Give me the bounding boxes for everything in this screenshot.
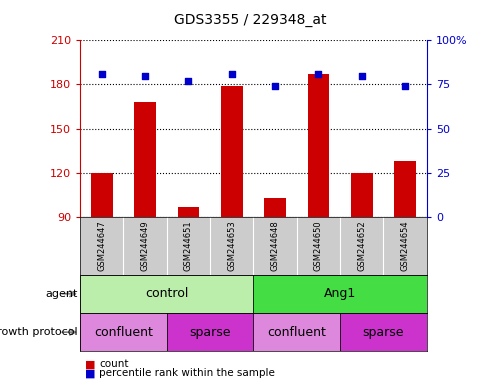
Text: GSM244650: GSM244650 xyxy=(313,220,322,271)
Point xyxy=(400,83,408,89)
Text: sparse: sparse xyxy=(189,326,230,339)
Bar xyxy=(307,74,329,217)
Bar xyxy=(91,173,112,217)
Text: agent: agent xyxy=(45,289,77,299)
Text: GSM244649: GSM244649 xyxy=(140,220,149,271)
Point xyxy=(141,73,149,79)
Text: count: count xyxy=(99,359,129,369)
Text: ■: ■ xyxy=(85,359,95,369)
Point xyxy=(357,73,365,79)
Text: control: control xyxy=(145,287,188,300)
Point xyxy=(98,71,106,77)
Text: GDS3355 / 229348_at: GDS3355 / 229348_at xyxy=(173,13,325,27)
Bar xyxy=(166,313,253,351)
Text: GSM244647: GSM244647 xyxy=(97,220,106,271)
Point xyxy=(227,71,235,77)
Bar xyxy=(253,313,339,351)
Bar xyxy=(253,275,426,313)
Text: GSM244654: GSM244654 xyxy=(400,220,409,271)
Bar xyxy=(393,161,415,217)
Point xyxy=(314,71,322,77)
Text: growth protocol: growth protocol xyxy=(0,327,77,337)
Text: percentile rank within the sample: percentile rank within the sample xyxy=(99,368,275,378)
Text: sparse: sparse xyxy=(362,326,403,339)
Bar xyxy=(264,198,286,217)
Bar xyxy=(339,313,426,351)
Bar xyxy=(134,102,155,217)
Text: GSM244651: GSM244651 xyxy=(183,220,193,271)
Text: GSM244648: GSM244648 xyxy=(270,220,279,271)
Point xyxy=(271,83,278,89)
Text: confluent: confluent xyxy=(94,326,152,339)
Text: confluent: confluent xyxy=(267,326,326,339)
Text: GSM244653: GSM244653 xyxy=(227,220,236,271)
Bar xyxy=(177,207,199,217)
Bar xyxy=(80,275,253,313)
Bar xyxy=(220,86,242,217)
Bar xyxy=(80,313,166,351)
Point xyxy=(184,78,192,84)
Text: Ang1: Ang1 xyxy=(323,287,355,300)
Text: GSM244652: GSM244652 xyxy=(357,220,365,271)
Bar xyxy=(350,173,372,217)
Text: ■: ■ xyxy=(85,368,95,378)
